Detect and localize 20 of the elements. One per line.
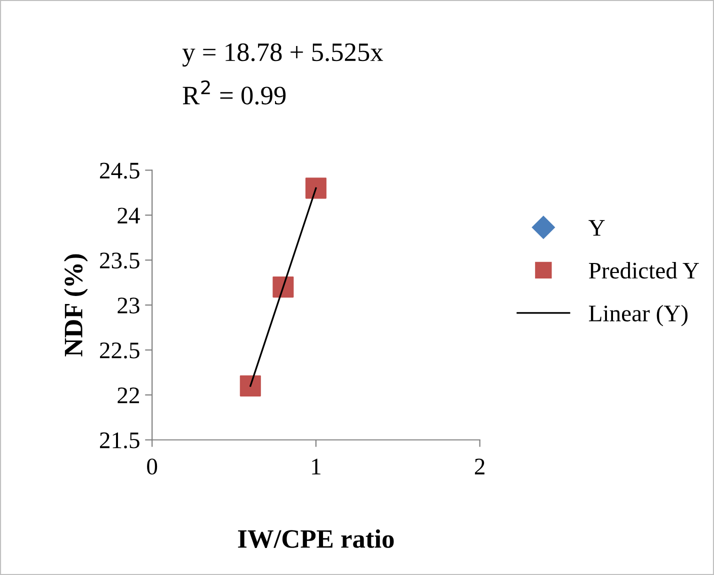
text: y = 18.78 + 5.525x [182, 43, 384, 67]
y-tick-label: 23.5 [100, 252, 140, 269]
legend-label: Predicted Y [588, 262, 699, 279]
y-tick-label: 24 [118, 208, 140, 224]
legend-label: Linear (Y) [588, 304, 688, 326]
x-tick-label: 0 [147, 458, 158, 475]
text: R$^{2}$ = 0.99 [182, 80, 286, 105]
point [240, 375, 261, 396]
y-tick-label: 21.5 [100, 432, 140, 448]
y-axis-title: NDF (%) [64, 254, 88, 356]
y-tick-label: 23 [118, 298, 140, 314]
y-tick-label: 22.5 [100, 342, 140, 359]
y-tick-label: 22 [118, 387, 139, 404]
x-axis-title: IW/CPE ratio [238, 529, 394, 548]
legend-label: Y [588, 220, 605, 236]
point [272, 276, 294, 298]
x-tick-label: 2 [474, 458, 484, 474]
point [305, 178, 326, 199]
x-tick-label: 1 [312, 458, 320, 474]
y-tick-label: 24.5 [100, 162, 140, 179]
